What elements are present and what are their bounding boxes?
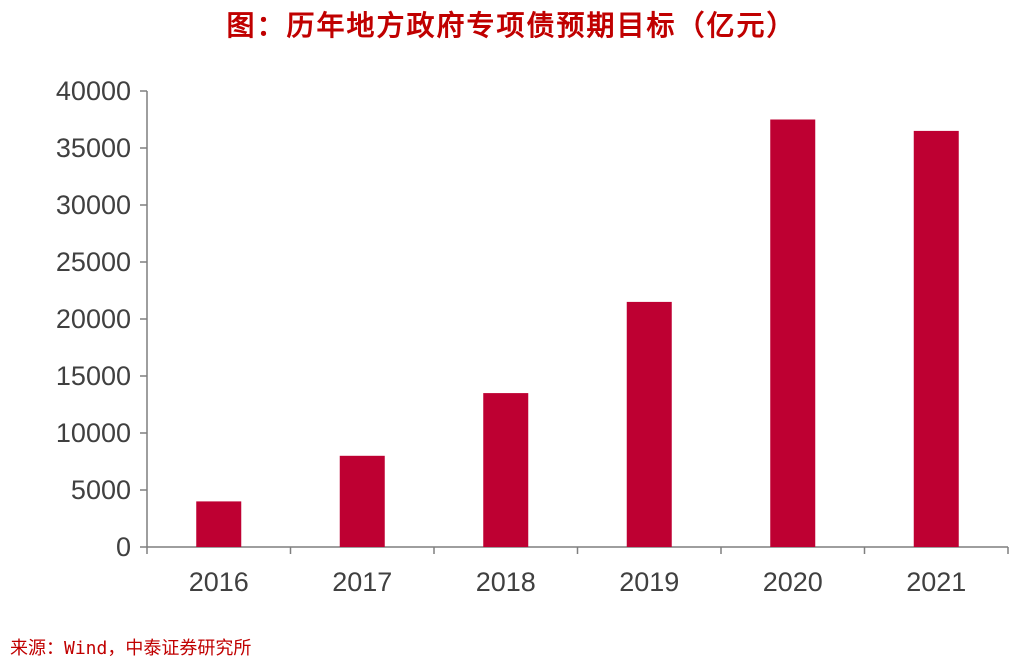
y-tick-label: 35000 [56, 133, 131, 163]
y-axis: 0 5000 10000 15000 20000 25000 30000 35000 40000 [56, 76, 148, 562]
x-tick-label: 2019 [619, 567, 679, 597]
x-tick-label: 2021 [906, 567, 966, 597]
bar-2019 [626, 301, 672, 547]
bar-2021 [913, 130, 959, 547]
x-tick-label: 2018 [476, 567, 536, 597]
y-tick-label: 30000 [56, 190, 131, 220]
bar-series [196, 119, 959, 547]
y-tick-label: 20000 [56, 304, 131, 334]
bar-2020 [770, 119, 816, 547]
bar-2016 [196, 501, 242, 547]
x-tick-label: 2020 [763, 567, 823, 597]
source-note: 来源：Wind，中泰证券研究所 [10, 638, 252, 659]
y-tick-label: 25000 [56, 247, 131, 277]
chart-title: 图：历年地方政府专项债预期目标（亿元） [226, 9, 797, 42]
y-tick-label: 10000 [56, 418, 131, 448]
x-tick-label: 2017 [332, 567, 392, 597]
y-tick-label: 0 [116, 532, 131, 562]
y-tick-label: 40000 [56, 76, 131, 106]
bar-2017 [339, 455, 385, 547]
y-tick-label: 5000 [71, 475, 131, 505]
x-tick-label: 2016 [189, 567, 249, 597]
x-axis: 2016 2017 2018 2019 2020 2021 [146, 546, 1009, 597]
y-tick-label: 15000 [56, 361, 131, 391]
bar-2018 [483, 393, 529, 547]
